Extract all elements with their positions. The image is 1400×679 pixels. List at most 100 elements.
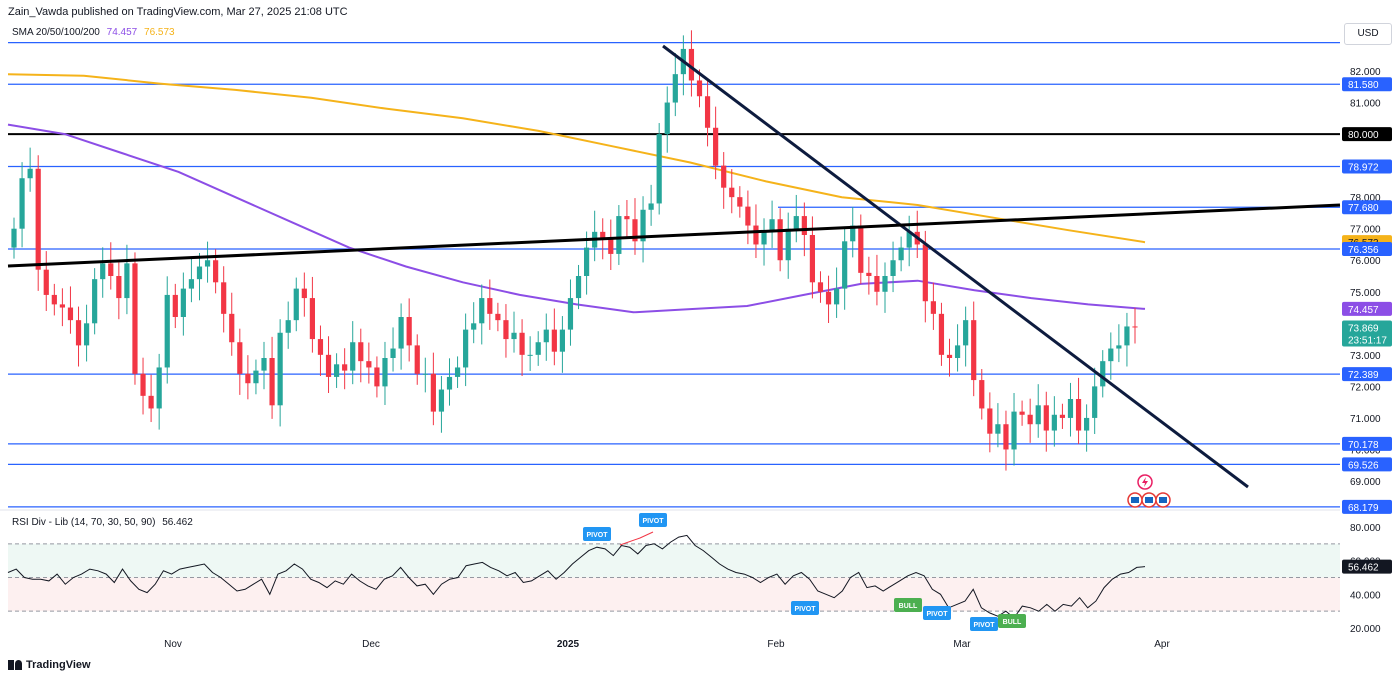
candle xyxy=(842,227,848,310)
rsi-legend-label: RSI Div - Lib (14, 70, 30, 50, 90) xyxy=(12,517,156,528)
candle-body xyxy=(1059,414,1066,418)
horizontal-levels xyxy=(8,42,1340,508)
candle xyxy=(656,123,662,215)
rsi-tick-label: 20.000 xyxy=(1350,624,1381,635)
candle xyxy=(704,80,711,147)
candle-body xyxy=(559,329,566,352)
candle-body xyxy=(938,313,945,355)
price-tick-label: 71.000 xyxy=(1350,414,1381,425)
candle-body xyxy=(1067,399,1074,418)
candle-body xyxy=(963,320,969,346)
price-label-box xyxy=(1342,235,1392,250)
candle-body xyxy=(503,320,509,340)
candle-body xyxy=(817,282,824,292)
candle-body xyxy=(43,269,49,295)
price-label-text: 68.179 xyxy=(1348,503,1379,514)
candle-body xyxy=(1124,326,1130,346)
publish-header: Zain_Vawda published on TradingView.com,… xyxy=(8,6,348,18)
candle xyxy=(890,241,896,293)
candle-body xyxy=(874,276,880,292)
candle xyxy=(213,249,219,294)
candle xyxy=(293,277,299,332)
candle-body xyxy=(390,348,396,358)
candle xyxy=(874,254,880,306)
tradingview-brand-text: TradingView xyxy=(26,659,91,671)
rsi-signal-bull: BULL xyxy=(894,598,922,612)
price-label-box xyxy=(1342,159,1392,174)
lightning-glyph-icon xyxy=(1142,477,1148,487)
rsi-signal-text: PIVOT xyxy=(926,611,948,618)
candle xyxy=(422,357,428,393)
candle-body xyxy=(583,247,590,276)
candle xyxy=(438,375,445,433)
currency-button[interactable]: USD xyxy=(1344,23,1392,45)
candle-body xyxy=(188,279,195,289)
price-label-text: 80.000 xyxy=(1348,130,1379,141)
candle xyxy=(196,252,203,301)
price-label-text: 70.178 xyxy=(1348,440,1379,451)
price-axis: 82.000 81.000 80.000 78.000 77.000 76.000 75.0… xyxy=(1350,67,1381,488)
candle-body xyxy=(1043,405,1049,431)
candle-body xyxy=(713,127,719,166)
candle xyxy=(317,325,324,376)
lightning-event-icon xyxy=(1137,474,1153,490)
candle-body xyxy=(600,231,606,239)
candle xyxy=(333,353,340,388)
flag-stripe-icon xyxy=(1145,497,1153,503)
candle-body xyxy=(237,342,243,374)
candle xyxy=(43,251,49,312)
price-label-76.356: 76.356 xyxy=(1342,242,1392,257)
candle-body xyxy=(567,298,574,330)
candle-body xyxy=(1084,417,1090,431)
candle xyxy=(600,218,606,260)
candle-body xyxy=(672,74,678,103)
rsi-panel: 80.000 60.000 40.000 20.000 56.462 PIVOT PIVOT… xyxy=(7,513,1392,635)
candle xyxy=(632,198,638,255)
candle xyxy=(1003,410,1009,471)
candle-body xyxy=(858,225,864,273)
candle xyxy=(108,242,114,290)
candle-body xyxy=(866,272,872,276)
candle-body xyxy=(704,96,711,128)
candle xyxy=(1059,403,1066,429)
candle-body xyxy=(100,263,106,280)
candle xyxy=(527,336,533,371)
candle xyxy=(809,216,816,299)
candle-body xyxy=(551,329,557,352)
tradingview-brand[interactable]: TradingView xyxy=(8,659,91,671)
candle xyxy=(551,308,557,366)
candle xyxy=(761,218,767,266)
candle-body xyxy=(575,276,582,299)
candle-body xyxy=(398,317,404,349)
candle xyxy=(511,311,517,353)
sma-lines xyxy=(7,73,1146,314)
candle-body xyxy=(624,216,630,220)
price-label-box xyxy=(1342,127,1392,142)
candle-body xyxy=(648,203,654,210)
sma-legend[interactable]: SMA 20/50/100/200 74.457 76.573 xyxy=(12,27,179,38)
rsi-tick-label: 80.000 xyxy=(1350,523,1381,534)
candle xyxy=(866,256,872,295)
rsi-signal-bull: BULL xyxy=(998,614,1026,628)
price-label-text: 76.356 xyxy=(1348,245,1379,256)
candle xyxy=(188,258,195,303)
candle-body xyxy=(463,329,469,368)
candle-body xyxy=(793,216,799,229)
candle xyxy=(1132,307,1138,344)
candle-body xyxy=(495,313,501,321)
candle xyxy=(325,336,332,394)
rsi-signal-text: PIVOT xyxy=(973,622,995,629)
candle xyxy=(914,210,920,259)
rsi-signal-text: BULL xyxy=(899,603,918,610)
candle-body xyxy=(640,209,646,242)
price-label-70.178: 70.178 xyxy=(1342,436,1392,451)
rsi-tick-label: 40.000 xyxy=(1350,590,1381,601)
candle xyxy=(785,212,791,279)
candle xyxy=(358,328,364,383)
rsi-legend[interactable]: RSI Div - Lib (14, 70, 30, 50, 90) 56.46… xyxy=(12,517,193,528)
candle-body xyxy=(1116,345,1122,349)
candle xyxy=(616,205,622,265)
price-label-box xyxy=(1342,242,1392,257)
